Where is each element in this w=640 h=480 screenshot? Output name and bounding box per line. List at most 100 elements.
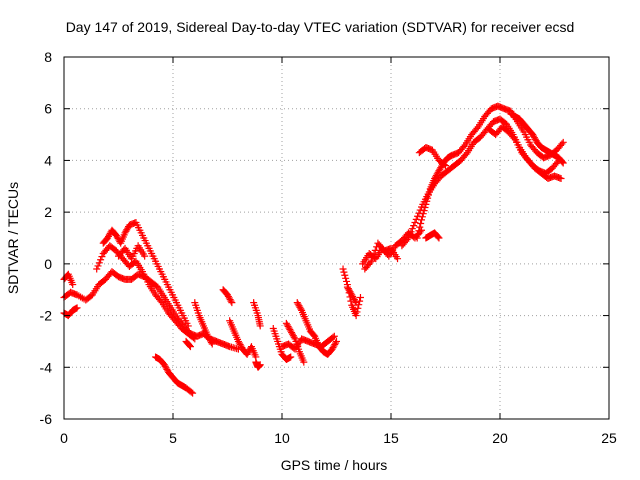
data-point [186, 343, 194, 351]
data-point [558, 140, 566, 148]
series-track-ab [422, 229, 443, 242]
series-track-z [485, 123, 565, 183]
data-point [341, 271, 349, 279]
data-point [189, 389, 197, 397]
data-point [187, 388, 195, 396]
data-point [371, 246, 379, 254]
data-point [460, 142, 468, 150]
series-track-j [219, 286, 236, 307]
x-tick-label: 5 [169, 430, 177, 446]
data-point [404, 234, 412, 242]
data-point [416, 223, 424, 231]
data-point [329, 333, 337, 341]
data-point [332, 339, 340, 347]
data-point [330, 332, 338, 340]
data-point [354, 304, 362, 312]
series-track-e [99, 218, 192, 330]
data-point [414, 212, 422, 220]
y-tick-label: -2 [40, 308, 53, 324]
series-track-y [415, 144, 449, 170]
data-point [369, 254, 377, 262]
x-tick-label: 0 [60, 430, 68, 446]
data-point [208, 340, 216, 348]
chart-title: Day 147 of 2019, Sidereal Day-to-day VTE… [66, 19, 575, 35]
series-track-d [93, 242, 199, 343]
x-tick-label: 15 [383, 430, 399, 446]
data-point [510, 134, 518, 142]
data-point [97, 256, 105, 264]
data-point [191, 335, 199, 343]
data-point [415, 209, 423, 217]
data-point [351, 297, 359, 305]
data-point [297, 305, 305, 313]
y-axis-label: SDTVAR / TECUs [5, 182, 21, 294]
data-point [339, 265, 347, 273]
series-track-x [398, 115, 563, 250]
data-point [407, 228, 415, 236]
data-point [98, 253, 106, 261]
y-tick-label: 2 [44, 204, 52, 220]
data-point [157, 297, 165, 305]
y-tick-label: 0 [44, 256, 52, 272]
data-point [141, 252, 149, 260]
data-point [189, 334, 197, 342]
data-point [343, 277, 351, 285]
data-point [342, 274, 350, 282]
data-point [413, 234, 421, 242]
data-point [410, 222, 418, 230]
data-point [415, 227, 423, 235]
data-point [94, 262, 102, 270]
series-track-c [60, 270, 77, 289]
y-tick-label: -4 [40, 359, 53, 375]
data-point [442, 162, 449, 170]
y-tick-label: 6 [44, 101, 52, 117]
series-track-aa [507, 110, 567, 167]
data-point [73, 304, 81, 312]
data-point [416, 206, 424, 214]
plot-frame [63, 56, 610, 420]
data-point [340, 268, 348, 276]
data-point [227, 297, 235, 305]
x-tick-label: 25 [601, 430, 617, 446]
data-point [186, 342, 194, 350]
axis-ticks: 0 5 10 15 20 25 -6 -4 -2 0 2 4 6 8 [40, 49, 617, 446]
data-point [69, 281, 77, 289]
series-track-m [250, 299, 264, 330]
series-track-i [191, 299, 216, 348]
data-point [93, 265, 101, 273]
data-point [352, 312, 360, 320]
series-track-t [343, 283, 360, 307]
data-point [367, 257, 375, 265]
data-point [406, 231, 414, 239]
data-point [394, 255, 402, 263]
data-point [403, 236, 411, 244]
x-tick-label: 20 [492, 430, 508, 446]
data-point [366, 259, 374, 267]
data-point [256, 322, 264, 330]
series-track-v [361, 239, 402, 273]
data-point [352, 299, 360, 307]
data-point [440, 161, 448, 169]
data-point [333, 337, 340, 345]
data-point [370, 250, 378, 258]
data-point [256, 361, 264, 369]
series-track-o [269, 325, 295, 364]
series-track-r [282, 319, 308, 366]
series-track-n [252, 358, 264, 371]
data-point [462, 150, 470, 158]
data-point [559, 138, 567, 146]
data-point [435, 234, 443, 242]
series-track-h [182, 337, 194, 351]
series-track-l [239, 343, 260, 361]
data-point [417, 220, 425, 228]
data-point [356, 293, 364, 301]
data-point [207, 338, 215, 346]
series-track-g [152, 353, 197, 397]
x-tick-label: 10 [274, 430, 290, 446]
data-point [300, 358, 308, 366]
data-point [408, 225, 416, 233]
data-point [434, 233, 442, 241]
series-track-q [293, 299, 340, 358]
data-point [95, 259, 103, 267]
